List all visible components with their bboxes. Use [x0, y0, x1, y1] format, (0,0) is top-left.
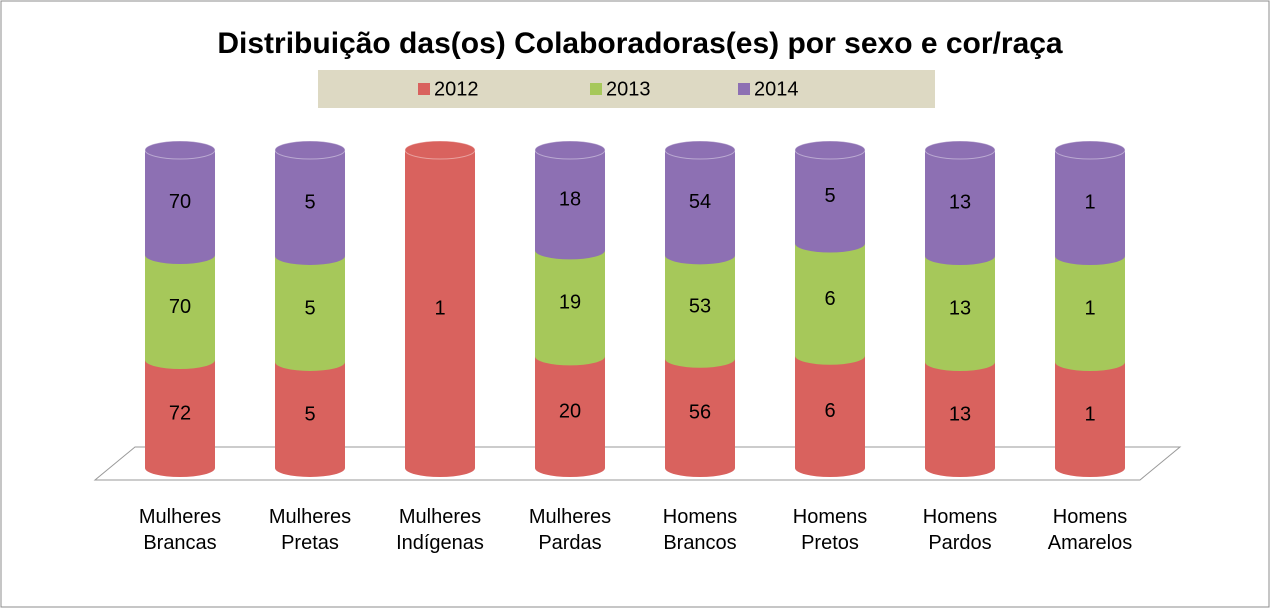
legend-swatch — [590, 83, 602, 95]
cylinder-top — [664, 140, 736, 160]
data-label: 13 — [949, 403, 971, 425]
cylinder-top — [144, 140, 216, 160]
data-label: 1 — [434, 297, 445, 319]
data-label: 70 — [169, 296, 191, 318]
data-label: 1 — [1084, 191, 1095, 213]
data-label: 6 — [824, 400, 835, 422]
data-label: 19 — [559, 292, 581, 314]
x-tick-label: Homens Amarelos — [1047, 506, 1133, 554]
cylinder-top — [404, 140, 476, 160]
legend-swatch — [418, 83, 430, 95]
cylinder-segment — [795, 243, 865, 365]
cylinder-segment — [795, 150, 865, 253]
cylinder-segment — [925, 362, 995, 477]
cylinder-segment — [1055, 256, 1125, 371]
cylinder-segment — [145, 360, 215, 477]
cylinder-segment — [535, 356, 605, 477]
x-tick-label: Mulheres Pretas — [268, 506, 352, 554]
cylinder-segment — [275, 256, 345, 371]
x-tick-label: Homens Brancos — [662, 506, 738, 554]
data-label: 13 — [949, 297, 971, 319]
cylinder-segment — [665, 358, 735, 477]
cylinder-segment — [925, 256, 995, 371]
data-label: 5 — [304, 297, 315, 319]
cylinder-segment — [275, 150, 345, 265]
legend-label: 2013 — [606, 78, 651, 100]
cylinder-segment — [1055, 150, 1125, 265]
cylinder-segment — [1055, 362, 1125, 477]
data-label: 1 — [1084, 403, 1095, 425]
cylinder-segment — [535, 250, 605, 366]
cylinder-top — [274, 140, 346, 160]
cylinder-segment — [145, 255, 215, 369]
data-label: 20 — [559, 400, 581, 422]
data-label: 5 — [304, 403, 315, 425]
data-label: 56 — [689, 402, 711, 424]
data-label: 70 — [169, 191, 191, 213]
data-label: 54 — [689, 191, 711, 213]
x-tick-label: Mulheres Brancas — [138, 506, 222, 554]
chart-title: Distribuição das(os) Colaboradoras(es) p… — [217, 27, 1063, 60]
legend-label: 2014 — [754, 78, 799, 100]
cylinder-segment — [405, 150, 475, 477]
data-label: 18 — [559, 188, 581, 210]
legend-swatch — [738, 83, 750, 95]
data-label: 53 — [689, 295, 711, 317]
data-label: 72 — [169, 402, 191, 424]
cylinder-segment — [535, 150, 605, 260]
cylinder-top — [924, 140, 996, 160]
cylinder-segment — [925, 150, 995, 265]
x-tick-label: Mulheres Indígenas — [396, 506, 484, 554]
data-label: 5 — [304, 191, 315, 213]
cylinder-top — [534, 140, 606, 160]
data-label: 5 — [824, 185, 835, 207]
cylinder-top — [794, 140, 866, 160]
cylinder-segment — [665, 255, 735, 368]
data-label: 1 — [1084, 297, 1095, 319]
data-label: 6 — [824, 288, 835, 310]
cylinder-segment — [145, 150, 215, 264]
floor — [93, 446, 1182, 481]
cylinder-segment — [665, 150, 735, 265]
legend-label: 2012 — [434, 78, 479, 100]
x-tick-label: Mulheres Pardas — [528, 506, 612, 554]
data-label: 13 — [949, 191, 971, 213]
x-tick-label: Homens Pardos — [922, 506, 998, 554]
cylinder-segment — [795, 355, 865, 477]
cylinder-top — [1054, 140, 1126, 160]
x-tick-label: Homens Pretos — [792, 506, 868, 554]
cylinder-segment — [275, 362, 345, 477]
